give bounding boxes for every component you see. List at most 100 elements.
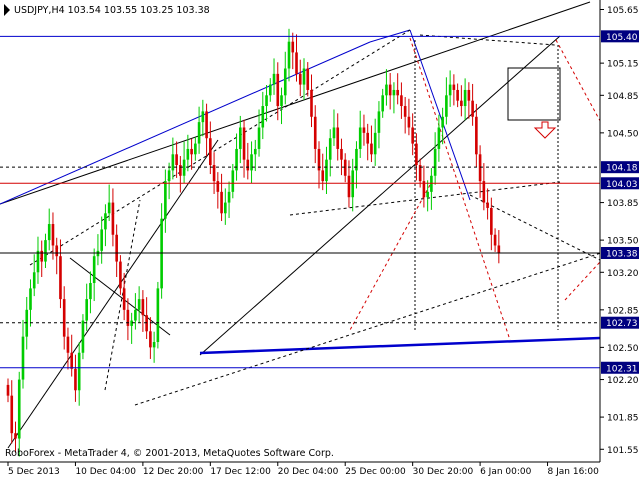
level-tag-text: 104.03: [606, 180, 638, 190]
candle-body: [89, 283, 92, 300]
price-tick-label: 101.85: [607, 414, 639, 424]
time-tick-label: 30 Dec 20:00: [413, 467, 474, 477]
candle-body: [253, 148, 257, 155]
candle-body: [430, 175, 433, 192]
trendline-3: [69, 257, 171, 336]
chart-footer: RoboForex - MetaTrader 4, © 2001-2013, M…: [5, 448, 334, 459]
candle-body: [59, 256, 62, 300]
candle-body: [490, 207, 493, 235]
candle-body: [190, 148, 193, 155]
candle-body: [235, 148, 238, 171]
candle-body: [261, 106, 265, 128]
candle-body: [209, 138, 212, 166]
candle-body: [351, 170, 355, 198]
candle-body: [298, 73, 302, 85]
candle-body: [212, 165, 216, 182]
candle-body: [441, 116, 444, 128]
candle-body: [25, 309, 29, 337]
candle-body: [62, 299, 66, 337]
candle-body: [482, 181, 486, 203]
candle-body: [107, 202, 111, 214]
chart-title-arrow-icon: [4, 4, 10, 16]
candle-body: [51, 224, 55, 246]
time-tick-label: 20 Dec 04:00: [278, 467, 339, 477]
candle-body: [373, 132, 377, 155]
candle-body: [313, 116, 317, 149]
candle-body: [96, 250, 100, 257]
price-tick-label: 105.15: [607, 60, 639, 70]
candle-body: [224, 202, 227, 214]
candle-body: [29, 288, 32, 310]
candle-body: [381, 95, 384, 112]
candle-body: [100, 229, 103, 251]
candle-body: [445, 95, 448, 117]
candle-body: [175, 154, 178, 166]
candle-body: [17, 379, 21, 439]
candle-body: [411, 127, 414, 144]
trendline-15: [104, 199, 141, 391]
candle-body: [463, 89, 467, 107]
candle-body: [276, 73, 280, 107]
candle-body: [497, 245, 501, 253]
candle-body: [47, 224, 51, 241]
trendline-11: [419, 34, 556, 46]
time-tick-label: 10 Dec 04:00: [75, 467, 136, 477]
candle-body: [246, 159, 250, 171]
candle-body: [130, 320, 133, 326]
candle-body: [325, 159, 328, 182]
down-arrow-icon: [533, 121, 557, 139]
trendline-19: [564, 261, 601, 301]
candle-body: [347, 175, 351, 198]
candle-body: [81, 320, 85, 353]
candle-body: [343, 159, 347, 176]
time-tick-label: 8 Jan 16:00: [548, 467, 600, 477]
candle-body: [171, 154, 175, 171]
candle-body: [317, 148, 321, 171]
candle-body: [310, 89, 313, 117]
candle-body: [377, 111, 381, 133]
price-tick-label: 102.50: [607, 344, 639, 354]
candle-body: [220, 191, 223, 214]
candle-body: [265, 95, 268, 107]
candle-body: [321, 170, 325, 182]
candle-body: [145, 315, 148, 332]
candle-body: [21, 336, 25, 380]
price-tick-label: 102.20: [607, 376, 639, 386]
candle-body: [257, 127, 261, 149]
candle-body: [400, 95, 403, 107]
candle-body: [216, 181, 220, 192]
candle-body: [66, 336, 70, 353]
candle-body: [179, 165, 182, 176]
time-tick-label: 25 Dec 00:00: [345, 467, 406, 477]
candle-body: [328, 138, 332, 160]
price-tick-label: 104.85: [607, 92, 639, 102]
time-tick-label: 17 Dec 12:00: [210, 467, 271, 477]
candle-body: [104, 213, 107, 230]
candle-body: [471, 100, 474, 117]
candle-body: [201, 111, 205, 123]
trendline-0: [0, 1, 591, 205]
candle-body: [126, 309, 130, 326]
level-tag-102.73: [601, 316, 639, 329]
candle-body: [460, 100, 463, 107]
candle-body: [433, 148, 437, 176]
price-axis-ticks: 105.65 105.15 104.85 104.50 103.85 103.50 103.…: [600, 6, 639, 456]
candle-body: [231, 170, 235, 192]
level-tags: 105.40 104.18 104.03 103.38 102.73 102.31: [601, 30, 639, 374]
level-tag-105.40: [601, 30, 639, 43]
candle-body: [456, 89, 459, 101]
candle-body: [362, 127, 366, 133]
candle-body: [14, 433, 17, 439]
candle-body: [448, 84, 452, 96]
candle-body: [242, 127, 246, 160]
candle-body: [426, 191, 429, 198]
candle-body: [77, 352, 81, 391]
price-tick-label: 105.65: [607, 6, 639, 16]
candle-body: [111, 202, 115, 235]
level-tag-104.03: [601, 177, 639, 190]
candle-body: [467, 89, 471, 101]
level-tag-104.18: [601, 161, 639, 174]
candle-body: [40, 250, 44, 262]
level-tag-text: 103.38: [606, 249, 638, 259]
